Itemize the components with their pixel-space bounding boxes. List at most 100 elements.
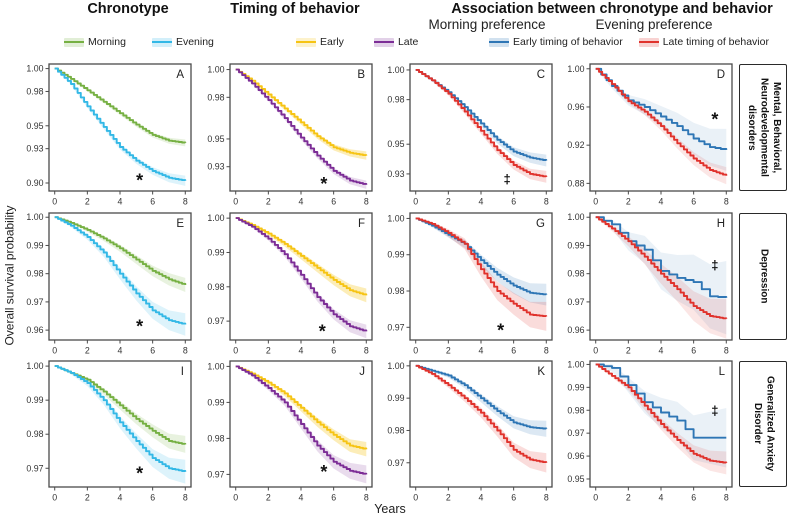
confidence-band xyxy=(415,218,547,331)
x-tick-label: 0 xyxy=(233,493,238,503)
x-tick-label: 8 xyxy=(364,493,369,503)
confidence-band xyxy=(54,68,186,147)
confidence-band xyxy=(54,217,186,336)
survival-curve xyxy=(595,216,728,320)
x-tick-label: 0 xyxy=(593,346,598,356)
survival-curve xyxy=(415,364,548,430)
significance-marker: * xyxy=(136,171,143,191)
y-tick-label: 1.00 xyxy=(207,361,224,371)
y-tick-label: 0.99 xyxy=(207,397,224,407)
confidence-band xyxy=(595,68,727,185)
y-tick-label: 0.97 xyxy=(387,322,404,332)
x-tick-label: 8 xyxy=(724,346,729,356)
confidence-band xyxy=(235,218,367,339)
panel-I: 1.00 0.99 0.98 0.97 0 2 4 6 8 I * xyxy=(26,360,192,503)
plot-frame xyxy=(409,212,553,341)
x-tick-label: 6 xyxy=(331,197,336,207)
significance-marker: * xyxy=(320,462,327,482)
x-tick-label: 8 xyxy=(544,197,549,207)
survival-curve xyxy=(415,217,548,296)
legend-item: Early xyxy=(296,36,344,48)
legend-association: Early timing of behavior Late timing of b… xyxy=(489,36,769,48)
y-tick-label: 0.99 xyxy=(567,382,584,392)
x-tick-label: 0 xyxy=(593,493,598,503)
y-tick-label: 0.95 xyxy=(387,139,404,149)
y-tick-label: 0.97 xyxy=(26,463,43,473)
x-tick-label: 2 xyxy=(626,493,631,503)
y-tick-label: 1.00 xyxy=(567,212,584,222)
y-tick-label: 0.93 xyxy=(26,144,43,154)
x-tick-label: 8 xyxy=(183,346,188,356)
x-tick-label: 2 xyxy=(266,197,271,207)
x-tick-label: 4 xyxy=(659,346,664,356)
row-label-box-mental-behavioral: Mental, Behavioral, Neurodevelopmental d… xyxy=(739,64,787,191)
x-tick-label: 0 xyxy=(52,197,57,207)
significance-marker: ‡ xyxy=(503,172,510,187)
survival-curve xyxy=(415,217,548,318)
legend-item: Morning xyxy=(64,36,126,48)
y-tick-label: 0.98 xyxy=(26,269,43,279)
survival-curve xyxy=(595,363,727,439)
x-tick-label: 0 xyxy=(233,197,238,207)
x-axis-label: Years xyxy=(374,502,406,516)
row-label-text: Generalized Anxiety Disorder xyxy=(752,376,776,472)
y-tick-label: 1.00 xyxy=(26,64,43,74)
confidence-band xyxy=(595,217,727,339)
y-tick-label: 0.98 xyxy=(207,282,224,292)
x-tick-label: 0 xyxy=(233,346,238,356)
survival-curve xyxy=(235,217,368,296)
confidence-band xyxy=(54,217,186,292)
x-tick-label: 0 xyxy=(52,346,57,356)
y-tick-label: 0.90 xyxy=(26,178,43,188)
y-tick-label: 0.96 xyxy=(26,325,43,335)
panel-letter: D xyxy=(717,69,725,81)
plot-frame xyxy=(229,360,373,488)
confidence-band xyxy=(595,68,727,171)
column-header-chronotype: Chronotype xyxy=(87,1,169,17)
y-tick-label: 0.97 xyxy=(207,469,224,479)
x-tick-label: 4 xyxy=(118,197,123,207)
y-tick-label: 0.98 xyxy=(567,405,584,415)
panel-letter: L xyxy=(719,366,726,378)
y-tick-label: 0.99 xyxy=(387,393,404,403)
legend-item: Evening xyxy=(151,36,214,48)
y-tick-label: 0.95 xyxy=(567,474,584,484)
survival-curve xyxy=(415,364,548,464)
panel-F: 1.00 0.99 0.98 0.97 0 2 4 6 8 F * xyxy=(207,212,373,356)
panel-letter: F xyxy=(358,218,365,230)
y-tick-label: 0.92 xyxy=(567,140,584,150)
legend-swatch-icon xyxy=(638,37,659,47)
plot-frame xyxy=(589,360,733,488)
plot-frame xyxy=(48,212,192,341)
x-tick-label: 2 xyxy=(626,346,631,356)
confidence-band xyxy=(415,218,547,306)
x-tick-label: 6 xyxy=(511,197,516,207)
y-tick-label: 0.99 xyxy=(26,240,43,250)
survival-curve xyxy=(54,67,187,182)
y-tick-label: 0.97 xyxy=(567,297,584,307)
x-tick-label: 2 xyxy=(266,346,271,356)
significance-marker: * xyxy=(711,110,718,130)
row-label-text: Mental, Behavioral, Neurodevelopmental d… xyxy=(745,78,782,177)
survival-curve xyxy=(595,67,728,150)
x-tick-label: 2 xyxy=(266,493,271,503)
legend-swatch-icon xyxy=(373,37,394,47)
panel-letter: I xyxy=(181,366,184,378)
y-tick-label: 0.99 xyxy=(207,247,224,257)
y-tick-label: 0.96 xyxy=(567,102,584,112)
significance-marker: * xyxy=(136,463,143,483)
survival-curve xyxy=(235,365,368,450)
y-tick-label: 0.97 xyxy=(387,458,404,468)
survival-curve xyxy=(235,68,368,185)
x-tick-label: 8 xyxy=(544,346,549,356)
legend-timing-of-behavior: Early Late xyxy=(296,36,418,48)
x-tick-label: 8 xyxy=(544,493,549,503)
confidence-band xyxy=(54,366,186,484)
panel-C: 1.00 0.98 0.95 0.93 0 2 4 6 8 C ‡ xyxy=(387,63,553,207)
significance-marker: * xyxy=(136,317,143,337)
x-tick-label: 2 xyxy=(85,346,90,356)
x-tick-label: 8 xyxy=(183,493,188,503)
y-tick-label: 0.98 xyxy=(387,425,404,435)
legend-swatch-icon xyxy=(64,37,84,47)
y-tick-label: 1.00 xyxy=(567,359,584,369)
